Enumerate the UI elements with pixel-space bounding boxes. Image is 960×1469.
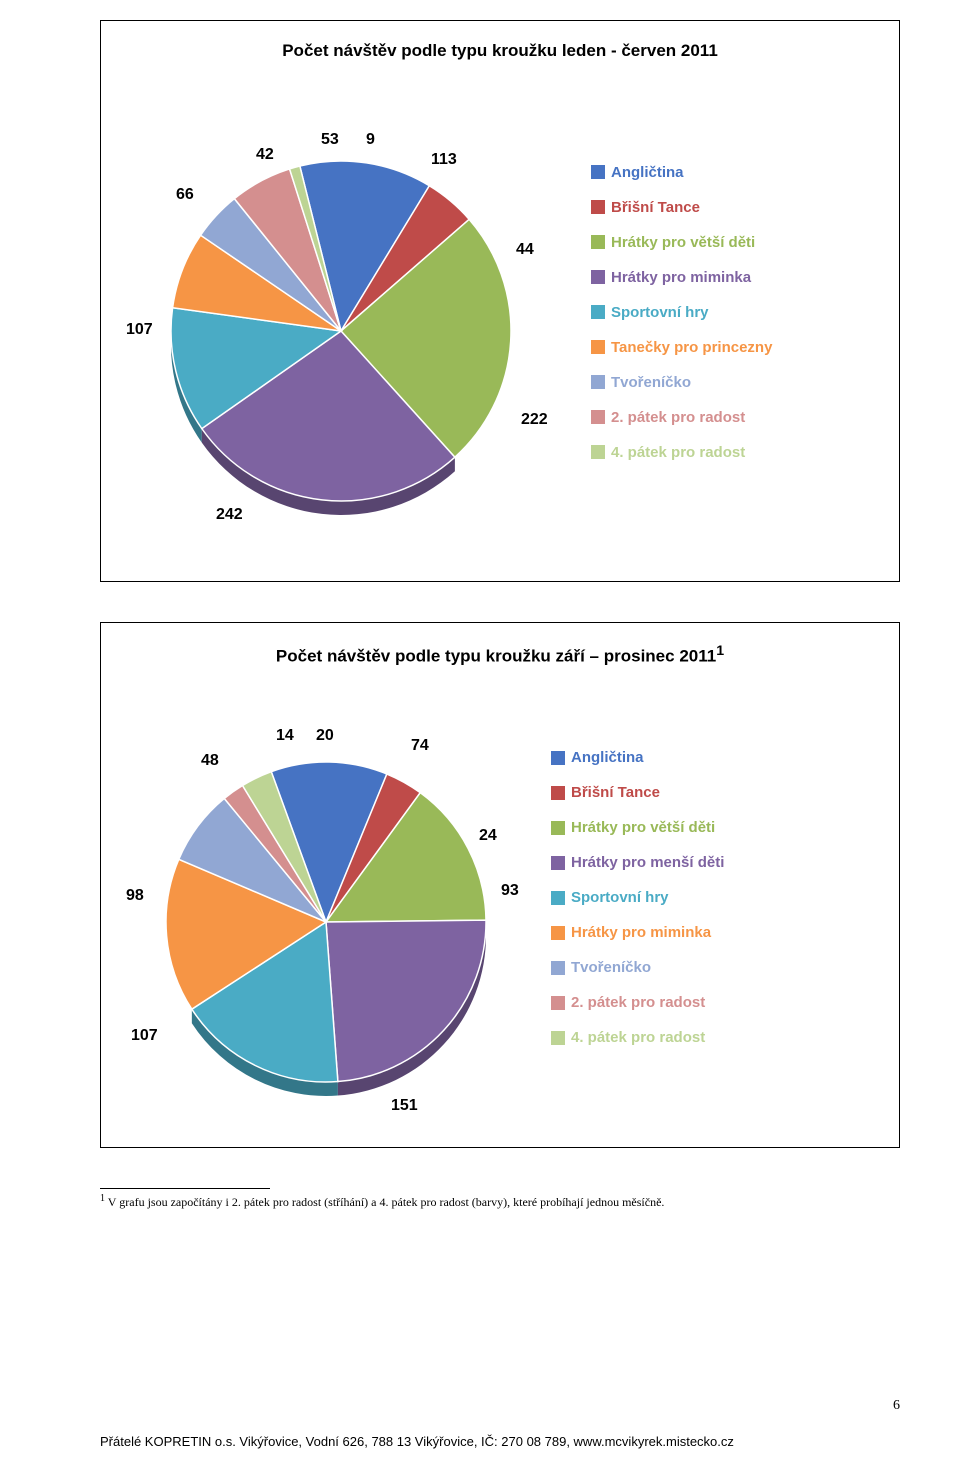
chart1-legend-item-1: Břišní Tance — [591, 199, 772, 216]
chart1-legend-label-2: Hrátky pro větší děti — [611, 234, 755, 251]
chart2-legend-label-1: Břišní Tance — [571, 784, 660, 801]
chart1-box: Počet návštěv podle typu kroužku leden -… — [100, 20, 900, 582]
chart1-legend-item-3: Hrátky pro miminka — [591, 269, 772, 286]
chart1-datalabel-7: 53 — [321, 131, 339, 149]
chart1-pie-wrap: 113 44 222 242 107 66 42 53 9 — [121, 91, 561, 551]
chart1-legend-swatch-8 — [591, 445, 605, 459]
chart2-legend-swatch-1 — [551, 786, 565, 800]
chart2-legend: Angličtina Břišní Tance Hrátky pro větší d… — [551, 749, 724, 1064]
chart1-legend-swatch-1 — [591, 200, 605, 214]
chart1-legend-swatch-6 — [591, 375, 605, 389]
footnote-text: V grafu jsou započítány i 2. pátek pro r… — [108, 1195, 665, 1209]
chart1-legend-swatch-0 — [591, 165, 605, 179]
chart2-datalabel-0: 74 — [411, 737, 429, 755]
footnote-rule — [100, 1188, 270, 1189]
chart2-legend-label-2: Hrátky pro větší děti — [571, 819, 715, 836]
chart2-datalabel-5: 98 — [126, 887, 144, 905]
chart2-legend-item-7: 2. pátek pro radost — [551, 994, 724, 1011]
chart2-title-sup: 1 — [716, 643, 724, 659]
chart1-legend-item-7: 2. pátek pro radost — [591, 409, 772, 426]
chart1-legend-item-8: 4. pátek pro radost — [591, 444, 772, 461]
chart1-legend-label-5: Tanečky pro princezny — [611, 339, 772, 356]
chart1-legend-swatch-2 — [591, 235, 605, 249]
chart2-body: 74 24 93 151 107 98 48 14 20 Angličtina Břišní Ta… — [121, 697, 879, 1117]
chart2-datalabel-8: 20 — [316, 727, 334, 745]
chart2-legend-swatch-7 — [551, 996, 565, 1010]
chart1-legend-label-3: Hrátky pro miminka — [611, 269, 751, 286]
chart2-legend-swatch-0 — [551, 751, 565, 765]
chart2-legend-swatch-5 — [551, 926, 565, 940]
chart2-datalabel-2: 93 — [501, 882, 519, 900]
chart1-datalabel-4: 107 — [126, 321, 153, 339]
chart2-legend-label-6: Tvořeníčko — [571, 959, 651, 976]
chart1-legend-item-6: Tvořeníčko — [591, 374, 772, 391]
chart1-legend-swatch-3 — [591, 270, 605, 284]
chart1-datalabel-5: 66 — [176, 186, 194, 204]
chart1-body: 113 44 222 242 107 66 42 53 9 Angličtina Břišní T… — [121, 91, 879, 551]
chart2-legend-label-0: Angličtina — [571, 749, 644, 766]
chart2-slice-3 — [326, 920, 486, 1081]
chart2-datalabel-1: 24 — [479, 827, 497, 845]
chart1-datalabel-0: 113 — [431, 151, 457, 169]
chart2-legend-item-0: Angličtina — [551, 749, 724, 766]
chart1-datalabel-2: 222 — [521, 411, 548, 429]
chart1-datalabel-6: 42 — [256, 146, 274, 164]
chart2-legend-item-4: Sportovní hry — [551, 889, 724, 906]
chart2-legend-label-3: Hrátky pro menší děti — [571, 854, 724, 871]
chart1-legend-swatch-5 — [591, 340, 605, 354]
chart1-title: Počet návštěv podle typu kroužku leden -… — [121, 41, 879, 61]
page-number: 6 — [893, 1398, 900, 1414]
chart2-legend-item-1: Břišní Tance — [551, 784, 724, 801]
chart1-datalabel-8: 9 — [366, 131, 375, 149]
chart2-legend-item-5: Hrátky pro miminka — [551, 924, 724, 941]
chart2-datalabel-7: 14 — [276, 727, 294, 745]
chart1-datalabel-3: 242 — [216, 506, 243, 524]
chart1-legend-label-1: Břišní Tance — [611, 199, 700, 216]
chart2-legend-swatch-4 — [551, 891, 565, 905]
chart2-legend-item-3: Hrátky pro menší děti — [551, 854, 724, 871]
footnote: 1 V grafu jsou započítány i 2. pátek pro… — [100, 1193, 900, 1210]
chart2-legend-label-8: 4. pátek pro radost — [571, 1029, 705, 1046]
chart1-legend-label-6: Tvořeníčko — [611, 374, 691, 391]
footnote-marker: 1 — [100, 1193, 105, 1204]
page: Počet návštěv podle typu kroužku leden -… — [0, 0, 960, 1469]
chart2-title: Počet návštěv podle typu kroužku září – … — [121, 643, 879, 667]
chart2-legend-label-5: Hrátky pro miminka — [571, 924, 711, 941]
chart2-legend-label-4: Sportovní hry — [571, 889, 669, 906]
chart1-pie — [121, 91, 561, 551]
chart2-legend-swatch-8 — [551, 1031, 565, 1045]
chart2-legend-swatch-2 — [551, 821, 565, 835]
chart1-legend-item-0: Angličtina — [591, 164, 772, 181]
chart2-datalabel-3: 151 — [391, 1097, 418, 1115]
chart1-legend: Angličtina Břišní Tance Hrátky pro větší d… — [591, 164, 772, 479]
chart2-legend-item-2: Hrátky pro větší děti — [551, 819, 724, 836]
chart1-legend-item-5: Tanečky pro princezny — [591, 339, 772, 356]
chart1-legend-swatch-7 — [591, 410, 605, 424]
chart1-legend-label-7: 2. pátek pro radost — [611, 409, 745, 426]
chart2-datalabel-6: 48 — [201, 752, 219, 770]
chart1-legend-label-0: Angličtina — [611, 164, 684, 181]
chart2-pie-wrap: 74 24 93 151 107 98 48 14 20 — [121, 697, 521, 1117]
chart1-legend-label-4: Sportovní hry — [611, 304, 709, 321]
chart2-pie — [121, 697, 521, 1117]
chart1-legend-label-8: 4. pátek pro radost — [611, 444, 745, 461]
chart2-datalabel-4: 107 — [131, 1027, 158, 1045]
chart1-legend-item-2: Hrátky pro větší děti — [591, 234, 772, 251]
chart2-legend-swatch-3 — [551, 856, 565, 870]
chart2-legend-swatch-6 — [551, 961, 565, 975]
chart1-legend-item-4: Sportovní hry — [591, 304, 772, 321]
chart2-legend-item-8: 4. pátek pro radost — [551, 1029, 724, 1046]
chart2-legend-label-7: 2. pátek pro radost — [571, 994, 705, 1011]
chart2-box: Počet návštěv podle typu kroužku září – … — [100, 622, 900, 1148]
chart2-legend-item-6: Tvořeníčko — [551, 959, 724, 976]
footer: Přátelé KOPRETIN o.s. Vikýřovice, Vodní … — [100, 1434, 900, 1449]
chart2-title-text: Počet návštěv podle typu kroužku září – … — [276, 647, 716, 666]
chart1-datalabel-1: 44 — [516, 241, 534, 259]
chart1-legend-swatch-4 — [591, 305, 605, 319]
